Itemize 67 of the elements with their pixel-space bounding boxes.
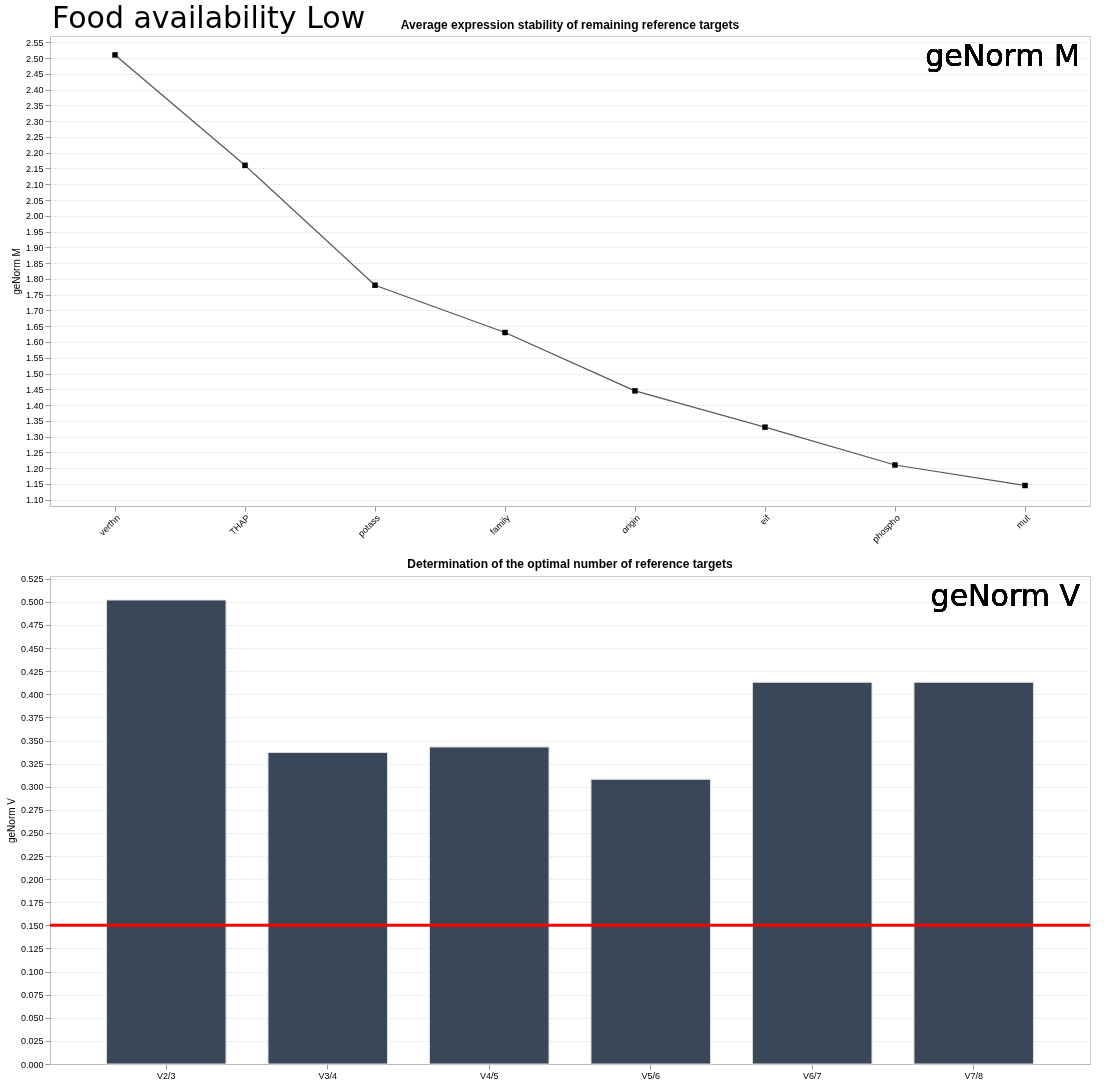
y-tick-label: 2.15 [25,163,44,174]
y-tick-label: 0.350 [20,736,44,747]
y-tick-label: 0.400 [20,689,44,700]
y-tick-label: 2.20 [25,148,44,159]
y-axis-title: geNorm M [10,248,22,295]
annotation: geNorm V [930,578,1081,613]
y-tick-label: 1.20 [25,463,44,474]
y-tick-label: 0.125 [20,943,44,954]
y-tick-label: 1.50 [25,369,44,380]
y-tick-label: 2.30 [25,116,44,127]
x-tick-label: eif [758,512,773,527]
y-axis-title: geNorm V [5,797,17,844]
y-tick-label: 0.450 [20,643,44,654]
y-tick-label: 2.25 [25,132,44,143]
y-tick-label: 1.30 [25,432,44,443]
x-tick-label: V4/5 [480,1070,499,1080]
y-tick-label: 0.150 [20,920,44,931]
y-tick-label: 1.35 [25,416,44,427]
y-tick-label: 1.45 [25,384,44,395]
annotation: geNorm M [925,38,1080,73]
chart-title: Determination of the optimal number of reference targets [407,556,734,571]
y-tick-label: 1.55 [25,353,44,364]
y-tick-label: 1.25 [25,447,44,458]
y-tick-label: 1.90 [25,242,44,253]
x-tick-label: V3/4 [318,1070,338,1080]
y-tick-label: 0.000 [20,1059,44,1070]
y-tick-label: 0.525 [20,574,44,585]
y-tick-label: 0.275 [20,805,44,816]
y-tick-label: 0.475 [20,620,44,631]
y-tick-label: 0.300 [20,782,44,793]
y-tick-label: 0.425 [20,666,44,677]
y-tick-label: 0.325 [20,759,44,770]
y-tick-label: 1.60 [25,337,44,348]
y-tick-label: 1.75 [25,290,44,301]
text: Food availability Low [52,0,366,35]
x-tick-label: mut [1014,512,1033,531]
y-tick-label: 1.85 [25,258,44,269]
y-tick-label: 0.250 [20,828,44,839]
y-tick-label: 2.45 [25,69,44,80]
y-tick-label: 0.175 [20,897,44,908]
y-tick-label: 0.375 [20,712,44,723]
y-tick-label: 1.65 [25,321,44,332]
y-tick-label: 0.075 [20,990,44,1001]
y-tick-label: 0.025 [20,1036,44,1047]
y-tick-label: 0.500 [20,597,44,608]
y-tick-label: 2.35 [25,100,44,111]
y-tick-label: 2.55 [25,37,44,48]
y-tick-label: 2.00 [25,211,44,222]
y-tick-label: 2.05 [25,195,44,206]
y-tick-label: 1.10 [25,495,44,506]
chart-title: Average expression stability of remaining reference targets [400,18,740,32]
y-tick-label: 0.050 [20,1013,44,1024]
y-tick-label: 1.70 [25,305,44,316]
y-tick-label: 2.50 [25,53,44,64]
y-tick-label: 1.15 [25,479,44,490]
x-tick-label: V6/7 [802,1070,822,1080]
x-tick-label: V2/3 [157,1070,176,1080]
y-tick-label: 2.10 [25,179,44,190]
y-tick-label: 1.80 [25,274,44,285]
y-tick-label: 1.40 [25,400,44,411]
y-tick-label: 0.200 [20,874,44,885]
x-tick-label: V5/6 [641,1070,660,1080]
y-tick-label: 0.225 [20,851,44,862]
y-tick-label: 2.40 [25,85,44,96]
y-tick-label: 1.95 [25,227,44,238]
y-tick-label: 0.100 [20,967,44,978]
x-tick-label: V7/8 [964,1070,983,1080]
